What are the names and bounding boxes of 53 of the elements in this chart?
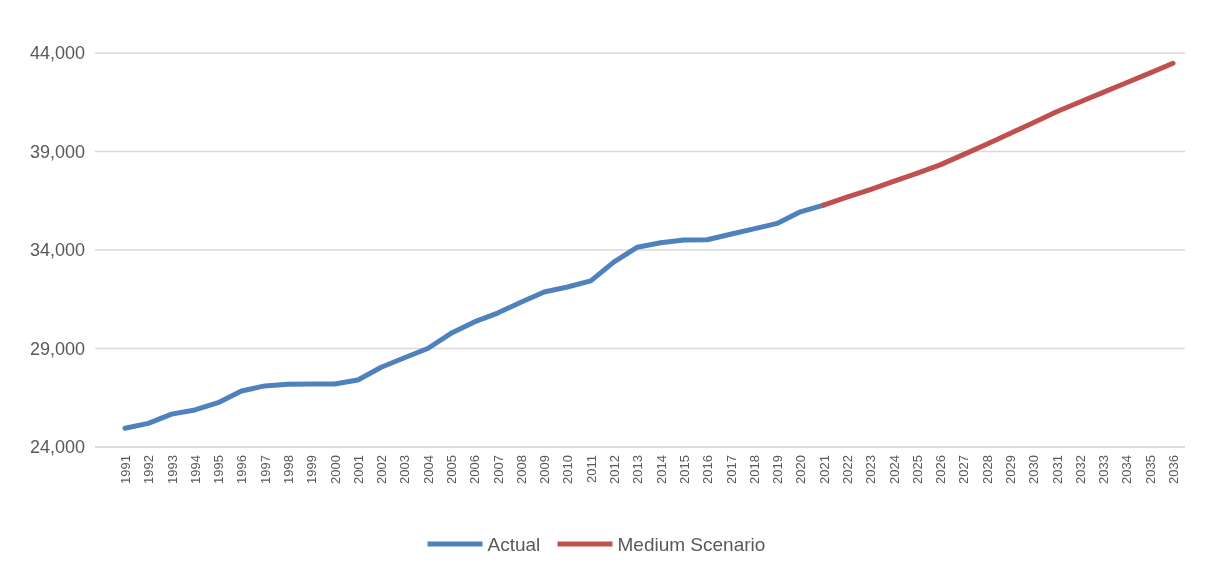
x-tick-label: 2011	[583, 455, 599, 483]
x-tick-label: 2016	[700, 455, 716, 484]
x-tick-label: 1993	[164, 455, 180, 484]
x-tick-label: 2023	[863, 455, 879, 484]
x-tick-label: 1991	[118, 455, 133, 484]
x-tick-label: 1996	[234, 455, 250, 484]
x-tick-label: 1992	[141, 455, 157, 484]
x-tick-label: 2028	[979, 455, 995, 484]
x-tick-label: 2026	[933, 455, 949, 484]
x-tick-label: 2019	[770, 455, 786, 484]
x-tick-label: 2013	[630, 455, 646, 484]
x-tick-label: 2022	[839, 455, 855, 484]
x-tick-label: 2005	[444, 455, 460, 484]
x-tick-label: 1997	[257, 455, 273, 484]
x-tick-label: 2012	[607, 455, 623, 484]
x-tick-label: 2024	[886, 455, 902, 484]
x-tick-label: 2002	[374, 455, 390, 484]
x-tick-label: 2003	[397, 455, 413, 484]
x-tick-label: 2018	[746, 455, 762, 484]
x-tick-label: 2029	[1002, 455, 1018, 484]
x-tick-label: 2030	[1026, 455, 1042, 484]
x-tick-label: 2036	[1166, 455, 1181, 484]
x-tick-label: 1994	[187, 455, 203, 484]
y-tick-label: 44,000	[29, 43, 85, 64]
x-tick-label: 2032	[1072, 455, 1088, 484]
x-tick-label: 1999	[304, 455, 320, 484]
x-tick-label: 2014	[653, 455, 669, 484]
x-tick-label: 2034	[1119, 455, 1135, 484]
y-tick-label: 29,000	[29, 338, 85, 359]
x-tick-label: 2001	[350, 455, 366, 484]
x-tick-label: 2033	[1096, 455, 1112, 484]
x-tick-label: 2010	[560, 455, 576, 484]
x-tick-label: 2020	[793, 455, 809, 484]
x-tick-label: 2000	[327, 455, 343, 484]
x-tick-label: 2027	[956, 455, 972, 484]
x-tick-label: 2031	[1049, 455, 1065, 484]
x-tick-label: 2035	[1142, 455, 1158, 484]
x-tick-label: 2017	[723, 455, 739, 484]
legend-label: Actual	[487, 533, 541, 555]
x-tick-label: 2006	[467, 455, 483, 484]
x-tick-label: 2015	[676, 455, 692, 484]
x-tick-label: 2008	[513, 455, 529, 484]
x-tick-label: 1998	[281, 455, 297, 484]
x-tick-label: 2025	[909, 455, 925, 484]
x-tick-label: 2021	[816, 455, 832, 484]
legend-label: Medium Scenario	[617, 533, 766, 555]
x-tick-label: 2004	[420, 455, 436, 484]
x-tick-label: 1995	[211, 455, 227, 484]
y-tick-label: 39,000	[29, 141, 85, 162]
y-tick-label: 34,000	[29, 240, 85, 261]
x-tick-label: 2009	[537, 455, 553, 484]
x-tick-label: 2007	[490, 455, 506, 484]
y-tick-label: 24,000	[29, 437, 85, 458]
